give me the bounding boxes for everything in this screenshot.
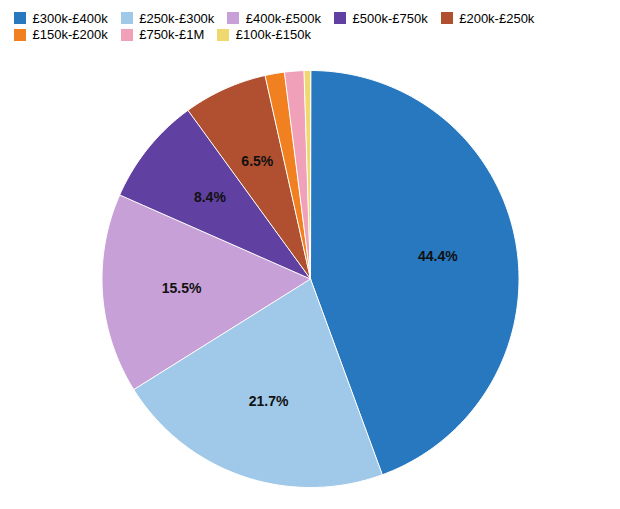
- html-text:£400k-£500k: £400k-£500k: [245, 10, 321, 26]
- html-text:£250k-£300k: £250k-£300k: [139, 10, 215, 26]
- svg-text:15.5%: 15.5%: [162, 279, 202, 295]
- html-text:£200k-£250k: £200k-£250k: [459, 10, 535, 26]
- html-text:£300k-£400k: £300k-£400k: [32, 10, 108, 26]
- html-text:£750k-£1M: £750k-£1M: [139, 27, 205, 43]
- svg-text:21.7%: 21.7%: [249, 392, 289, 408]
- html-text:£150k-£200k: £150k-£200k: [32, 27, 108, 43]
- html-text:£100k-£150k: £100k-£150k: [235, 27, 311, 43]
- svg-text:8.4%: 8.4%: [194, 189, 226, 205]
- svg-text:44.4%: 44.4%: [418, 247, 458, 263]
- svg-text:6.5%: 6.5%: [241, 152, 273, 168]
- html-text:£500k-£750k: £500k-£750k: [352, 10, 428, 26]
